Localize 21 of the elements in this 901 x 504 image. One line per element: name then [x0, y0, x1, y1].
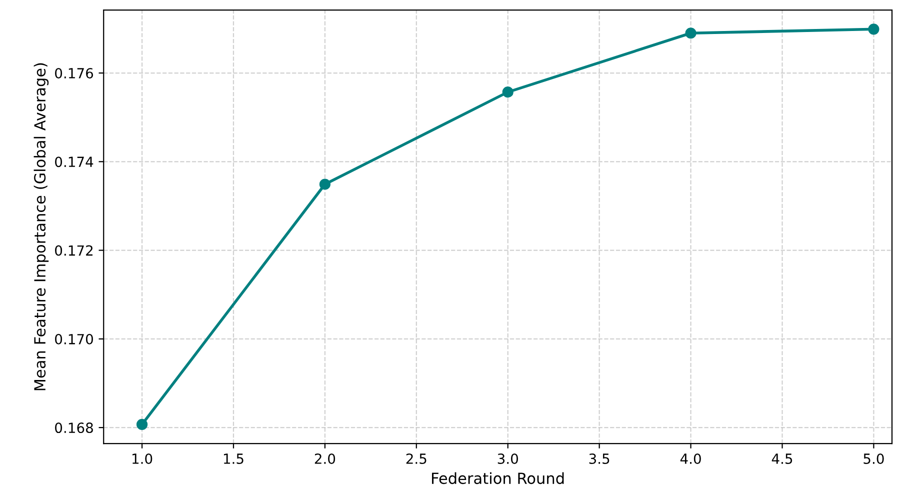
- x-tick-label: 1.0: [132, 453, 152, 464]
- x-tick-label: 2.5: [406, 453, 426, 464]
- y-tick-label: 0.176: [55, 68, 94, 78]
- x-tick-label: 5.0: [864, 453, 884, 464]
- x-tick-label: 4.5: [772, 454, 792, 464]
- point: [319, 178, 330, 190]
- x-axis-title: Federation Round: [432, 472, 564, 484]
- x-tick-label: 2.0: [314, 453, 336, 464]
- x-tick-label: 3.5: [589, 453, 610, 464]
- y-tick-label: 0.172: [55, 245, 92, 256]
- y-axis-title: Mean Feature Importance (Global Average): [34, 63, 49, 390]
- y-tick-label: 0.170: [55, 334, 93, 344]
- point: [136, 418, 148, 430]
- x-tick-label: 3.0: [498, 453, 518, 464]
- point: [685, 28, 696, 39]
- point: [502, 86, 514, 98]
- y-tick-label: 0.174: [55, 156, 94, 168]
- x-tick-label: 1.5: [224, 454, 244, 464]
- x-tick-label: 4.0: [680, 453, 701, 464]
- point: [868, 24, 880, 35]
- y-tick-label: 0.168: [55, 422, 93, 434]
